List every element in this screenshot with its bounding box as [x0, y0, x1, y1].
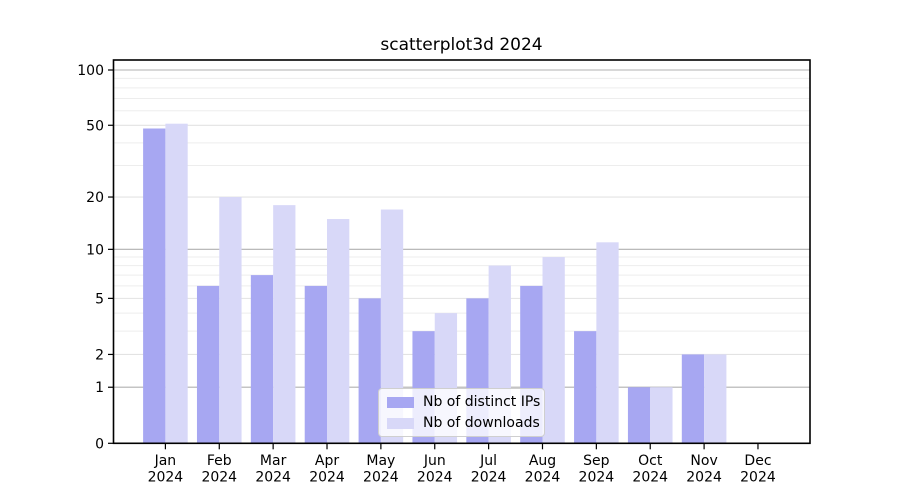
- x-tick-label-month: Mar: [260, 453, 287, 469]
- x-tick-label-month: Feb: [207, 453, 232, 469]
- y-tick-label: 20: [86, 190, 104, 206]
- x-tick-label-year: 2024: [255, 470, 291, 486]
- bar-downloads: [327, 219, 350, 444]
- x-tick-label-month: Aug: [529, 453, 556, 469]
- bar-distinct-ips: [627, 387, 651, 444]
- bar-downloads: [165, 123, 188, 444]
- x-tick-label-year: 2024: [417, 470, 453, 486]
- x-tick-label-month: Jan: [154, 453, 177, 469]
- legend-swatch-distinct-ips-icon: [387, 396, 414, 408]
- x-tick-label-month: Apr: [315, 453, 339, 469]
- y-tick-label: 5: [95, 291, 104, 307]
- x-tick-label-year: 2024: [740, 470, 776, 486]
- bar-downloads: [219, 197, 242, 444]
- bar-distinct-ips: [143, 128, 166, 444]
- bar-distinct-ips: [196, 285, 220, 444]
- legend: Nb of distinct IPs Nb of downloads: [378, 388, 545, 437]
- legend-item-downloads: Nb of downloads: [387, 414, 544, 432]
- x-tick-label-year: 2024: [148, 470, 184, 486]
- bar-distinct-ips: [681, 354, 705, 444]
- y-tick-label: 2: [95, 347, 104, 363]
- x-tick-label-month: Jun: [423, 453, 446, 469]
- x-tick-label-month: Jul: [479, 453, 497, 469]
- x-tick-label-year: 2024: [201, 470, 237, 486]
- chart-title: scatterplot3d 2024: [380, 35, 543, 55]
- x-tick-label-month: May: [366, 453, 395, 469]
- x-tick-label-year: 2024: [309, 470, 345, 486]
- bar-downloads: [380, 209, 404, 444]
- x-tick-label-year: 2024: [632, 470, 668, 486]
- y-tick-label: 0: [95, 436, 104, 452]
- x-tick-label-year: 2024: [686, 470, 722, 486]
- bar-downloads: [596, 242, 619, 444]
- x-tick-label-month: Oct: [638, 453, 663, 469]
- bar-downloads: [273, 205, 296, 444]
- bar-distinct-ips: [574, 331, 597, 444]
- legend-item-distinct-ips: Nb of distinct IPs: [387, 393, 544, 411]
- x-tick-label-year: 2024: [579, 470, 615, 486]
- x-tick-label-month: Dec: [744, 453, 771, 469]
- bar-downloads: [650, 387, 673, 444]
- legend-label-distinct-ips: Nb of distinct IPs: [423, 394, 541, 410]
- bar-downloads: [542, 257, 565, 444]
- x-tick-label-year: 2024: [363, 470, 399, 486]
- bar-distinct-ips: [358, 298, 381, 444]
- y-tick-label: 10: [86, 242, 104, 258]
- y-tick-label: 50: [86, 118, 104, 134]
- y-tick-label: 1: [95, 380, 104, 396]
- legend-swatch-downloads-icon: [387, 417, 414, 429]
- x-tick-label-year: 2024: [525, 470, 561, 486]
- bar-downloads: [704, 354, 727, 444]
- x-tick-label-year: 2024: [471, 470, 507, 486]
- legend-label-downloads: Nb of downloads: [423, 415, 540, 431]
- x-tick-label-month: Sep: [583, 453, 610, 469]
- axis-spines: [112, 59, 811, 445]
- y-tick-label: 100: [77, 63, 104, 79]
- x-tick-label-month: Nov: [690, 453, 717, 469]
- bar-distinct-ips: [304, 285, 328, 444]
- bar-distinct-ips: [250, 275, 274, 444]
